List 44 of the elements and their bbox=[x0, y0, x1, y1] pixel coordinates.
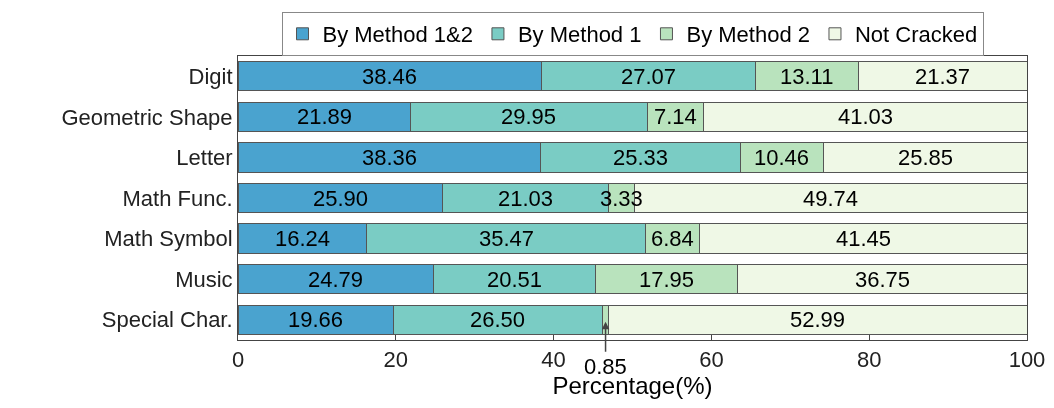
y-tick-label: Digit bbox=[188, 63, 233, 89]
data-label: 13.11 bbox=[780, 64, 834, 89]
data-label: 38.46 bbox=[362, 64, 418, 89]
x-tick-label: 60 bbox=[699, 347, 724, 373]
x-tick-label: 100 bbox=[1008, 347, 1046, 373]
data-label: 41.03 bbox=[838, 104, 894, 129]
data-label: 7.14 bbox=[654, 104, 697, 129]
data-label: 25.85 bbox=[898, 145, 954, 170]
x-tick-label: 0 bbox=[231, 347, 245, 373]
legend-label: Not Cracked bbox=[854, 22, 978, 48]
x-tick-label: 80 bbox=[856, 347, 882, 373]
y-tick-label: Geometric Shape bbox=[61, 104, 233, 130]
data-label: 24.79 bbox=[308, 267, 364, 292]
data-label: 20.51 bbox=[487, 267, 543, 292]
data-label: 49.74 bbox=[803, 186, 859, 211]
data-label: 19.66 bbox=[288, 307, 344, 332]
data-label: 25.33 bbox=[613, 145, 669, 170]
annotation: 0.85 bbox=[584, 354, 627, 379]
y-tick-label: Special Char. bbox=[101, 307, 233, 333]
x-tick-label: 40 bbox=[541, 347, 566, 373]
data-label: 26.50 bbox=[470, 307, 526, 332]
data-label: 21.37 bbox=[915, 64, 971, 89]
y-tick-label: Math Func. bbox=[122, 185, 233, 211]
data-label: 17.95 bbox=[639, 267, 695, 292]
legend-label: By Method 1&2 bbox=[322, 22, 473, 48]
data-label: 52.99 bbox=[790, 307, 846, 332]
x-tick-label: 20 bbox=[383, 347, 409, 373]
data-label: 35.47 bbox=[479, 226, 535, 251]
legend-label: By Method 1 bbox=[517, 22, 642, 48]
data-label: 6.84 bbox=[651, 226, 694, 251]
data-label: 29.95 bbox=[501, 104, 557, 129]
data-label: 36.75 bbox=[855, 267, 911, 292]
data-label: 38.36 bbox=[362, 145, 418, 170]
y-tick-label: Math Symbol bbox=[104, 226, 233, 252]
data-label: 27.07 bbox=[621, 64, 677, 89]
data-label: 16.24 bbox=[275, 226, 331, 251]
data-label: 21.03 bbox=[498, 186, 554, 211]
y-tick-label: Letter bbox=[176, 145, 233, 171]
data-label: 21.89 bbox=[297, 104, 353, 129]
data-label: 25.90 bbox=[313, 186, 369, 211]
data-label: 41.45 bbox=[836, 226, 892, 251]
y-tick-label: Music bbox=[175, 266, 233, 292]
data-label: 10.46 bbox=[754, 145, 810, 170]
legend-label: By Method 2 bbox=[686, 22, 810, 48]
